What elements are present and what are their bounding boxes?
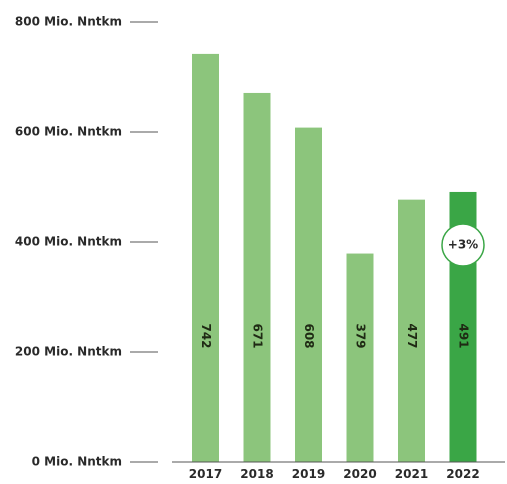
y-tick-label: 200 Mio. Nntkm	[15, 345, 122, 359]
change-badge: +3%	[441, 223, 485, 267]
y-axis: 800 Mio. Nntkm 600 Mio. Nntkm 400 Mio. Nnt…	[15, 15, 158, 469]
bar-2017	[192, 53, 219, 463]
bar-2019	[295, 127, 322, 462]
bar-2021	[398, 199, 425, 462]
bar-value-label: 742	[199, 323, 213, 348]
bar-value-label: 671	[251, 323, 265, 348]
x-tick-label: 2022	[446, 467, 479, 481]
bar-value-label: 491	[457, 323, 471, 348]
x-axis: 2017 2018 2019 2020 2021 2022	[189, 467, 480, 481]
change-badge-circle	[441, 223, 485, 267]
x-tick-label: 2021	[395, 467, 428, 481]
y-tick-label: 400 Mio. Nntkm	[15, 235, 122, 249]
bar-value-label: 608	[302, 323, 316, 348]
bar-value-label: 379	[354, 323, 368, 348]
bars: 742 671 608 379 477 491	[192, 53, 477, 463]
y-tick-label: 600 Mio. Nntkm	[15, 125, 122, 139]
bar-2018	[243, 92, 271, 462]
x-tick-label: 2018	[240, 467, 273, 481]
y-tick-label: 800 Mio. Nntkm	[15, 15, 122, 29]
y-tick-label: 0 Mio. Nntkm	[32, 455, 122, 469]
bar-2020	[346, 253, 374, 462]
change-badge-label: +3%	[448, 238, 478, 252]
x-tick-label: 2019	[292, 467, 325, 481]
bar-value-label: 477	[405, 323, 419, 348]
x-tick-label: 2017	[189, 467, 222, 481]
x-tick-label: 2020	[343, 467, 376, 481]
